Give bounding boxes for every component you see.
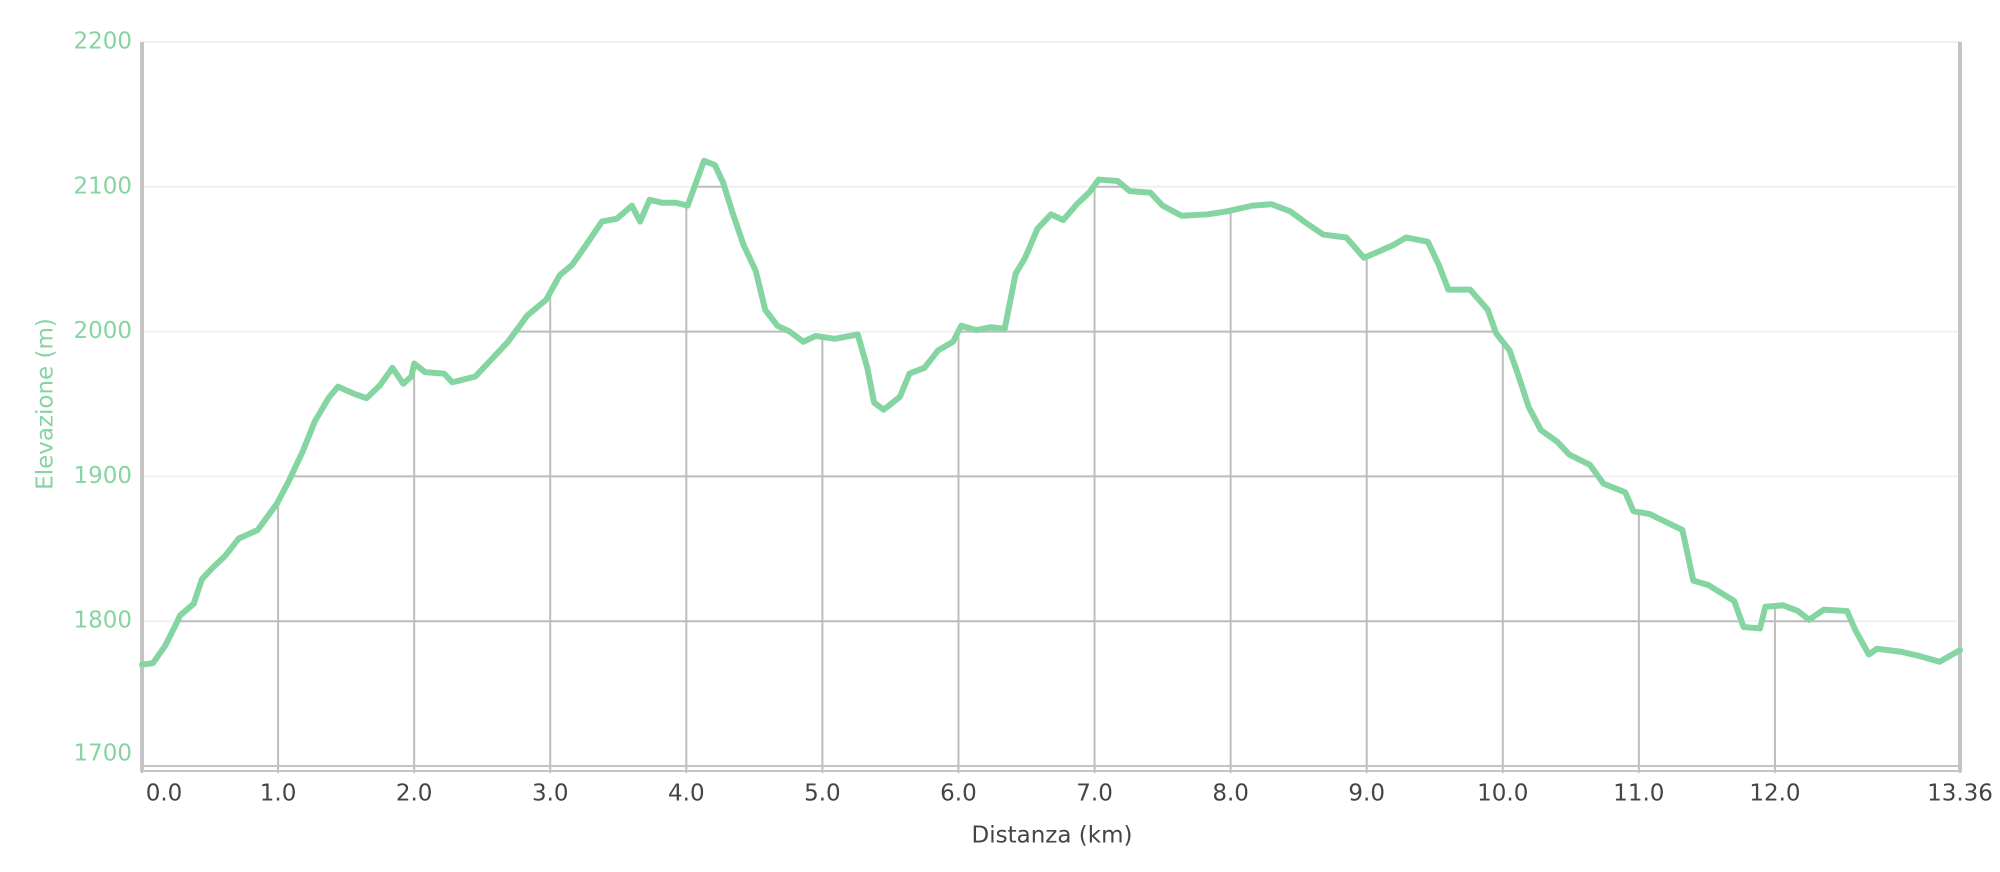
y-tick-label: 2200 <box>73 29 132 55</box>
y-tick-label: 2100 <box>73 173 132 199</box>
x-tick-label: 5.0 <box>804 781 841 807</box>
x-tick-label: 11.0 <box>1613 781 1664 807</box>
x-tick-label: 9.0 <box>1348 781 1385 807</box>
x-tick-label: 12.0 <box>1749 781 1800 807</box>
x-tick-label: 6.0 <box>940 781 977 807</box>
y-tick-label: 2000 <box>73 318 132 344</box>
y-tick-label: 1700 <box>73 741 132 767</box>
x-tick-label: 13.36 <box>1927 781 1993 807</box>
x-tick-label: 1.0 <box>260 781 297 807</box>
x-tick-label: 0.0 <box>146 781 183 807</box>
x-tick-label: 7.0 <box>1076 781 1113 807</box>
x-tick-label: 8.0 <box>1212 781 1249 807</box>
x-tick-label: 3.0 <box>532 781 569 807</box>
y-axis-title: Elevazione (m) <box>33 318 59 490</box>
y-tick-label: 1900 <box>73 463 132 489</box>
x-tick-label: 10.0 <box>1477 781 1528 807</box>
elevation-line <box>139 157 1963 668</box>
x-axis-title: Distanza (km) <box>972 823 1133 849</box>
x-tick-label: 2.0 <box>396 781 433 807</box>
x-tick-label: 4.0 <box>668 781 705 807</box>
y-tick-label: 1800 <box>73 608 132 634</box>
under-grid <box>142 160 1960 767</box>
